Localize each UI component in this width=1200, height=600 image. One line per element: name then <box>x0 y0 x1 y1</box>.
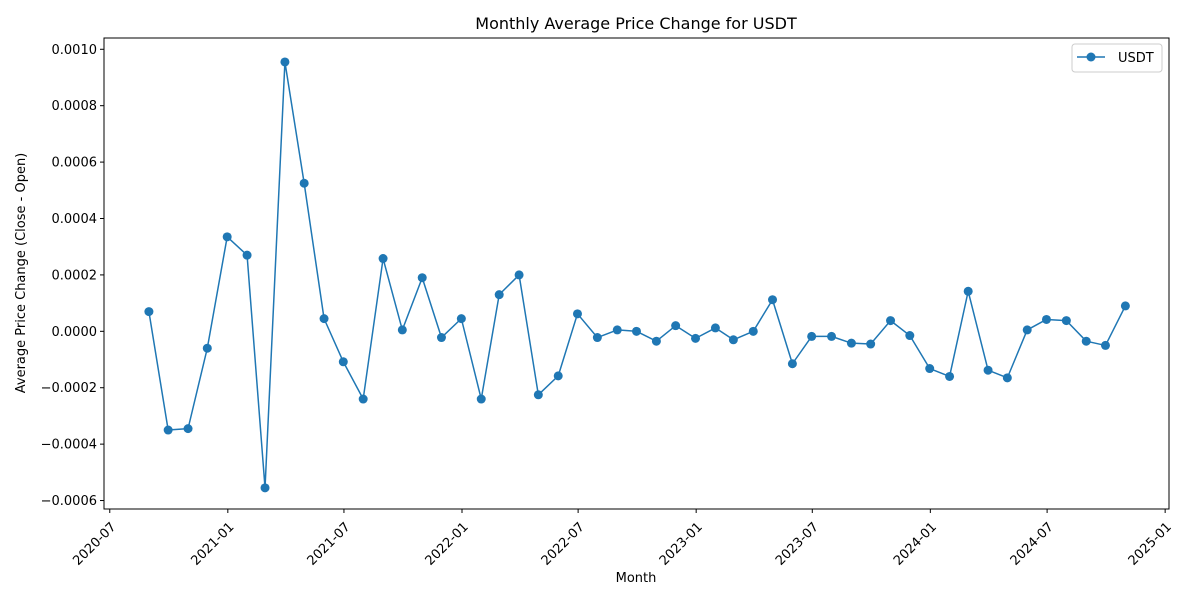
data-point <box>260 483 270 493</box>
data-point <box>1041 314 1051 324</box>
data-point <box>222 232 232 242</box>
data-point <box>787 359 797 369</box>
data-point <box>728 335 738 345</box>
legend: USDT <box>1071 43 1163 73</box>
data-point <box>163 425 173 435</box>
data-point <box>827 331 837 341</box>
data-point <box>945 371 955 381</box>
data-point <box>710 323 720 333</box>
data-point <box>1061 316 1071 326</box>
data-point <box>592 333 602 343</box>
legend-box <box>1071 43 1163 73</box>
data-point <box>768 295 778 305</box>
y-tick-label: 0.0002 <box>52 268 98 283</box>
data-point <box>533 390 543 400</box>
data-point <box>553 371 563 381</box>
data-point <box>612 325 622 335</box>
data-point <box>476 394 486 404</box>
data-point <box>846 338 856 348</box>
data-point <box>397 325 407 335</box>
data-point <box>1002 373 1012 383</box>
data-point <box>280 57 290 67</box>
data-point <box>378 254 388 264</box>
data-point <box>338 357 348 367</box>
x-axis-label: Month <box>616 571 657 586</box>
data-point <box>691 333 701 343</box>
y-tick-label: 0.0004 <box>52 212 98 227</box>
data-point <box>807 331 817 341</box>
data-point <box>144 307 154 317</box>
data-point <box>866 339 876 349</box>
data-point <box>494 290 504 300</box>
data-point <box>1100 340 1110 350</box>
data-point <box>748 326 758 336</box>
data-point <box>963 286 973 296</box>
y-tick-label: 0.0008 <box>52 99 98 114</box>
data-point <box>572 309 582 319</box>
data-point <box>358 394 368 404</box>
data-point <box>1022 325 1032 335</box>
data-point <box>651 336 661 346</box>
data-point <box>905 331 915 341</box>
data-point <box>1081 336 1091 346</box>
y-tick-label: −0.0004 <box>41 438 97 453</box>
legend-label: USDT <box>1118 51 1154 66</box>
data-point <box>299 178 309 188</box>
data-point <box>1120 301 1130 311</box>
data-point <box>202 343 212 353</box>
y-tick-label: 0.0010 <box>52 43 98 58</box>
data-point <box>925 364 935 374</box>
data-point <box>456 314 466 324</box>
data-point <box>417 273 427 283</box>
data-point <box>319 314 329 324</box>
data-point <box>886 316 896 326</box>
data-point <box>632 326 641 336</box>
y-tick-label: 0.0006 <box>52 156 98 171</box>
y-tick-label: 0.0000 <box>52 325 98 340</box>
y-axis: −0.0006 −0.0004 −0.0002 0.0000 0.0002 0.0004 0… <box>41 43 104 509</box>
y-axis-label: Average Price Change (Close - Open) <box>14 153 29 394</box>
plot-frame <box>103 37 1170 510</box>
chart-title: Monthly Average Price Change for USDT <box>475 14 797 33</box>
data-point <box>436 333 446 343</box>
data-point <box>671 321 681 331</box>
data-point <box>183 424 193 434</box>
data-point <box>514 270 524 280</box>
legend-marker <box>1086 52 1096 62</box>
y-tick-label: −0.0002 <box>41 381 97 396</box>
y-tick-label: −0.0006 <box>41 494 97 509</box>
data-point <box>983 365 993 375</box>
series-layer <box>144 57 1130 493</box>
data-point <box>242 250 252 260</box>
